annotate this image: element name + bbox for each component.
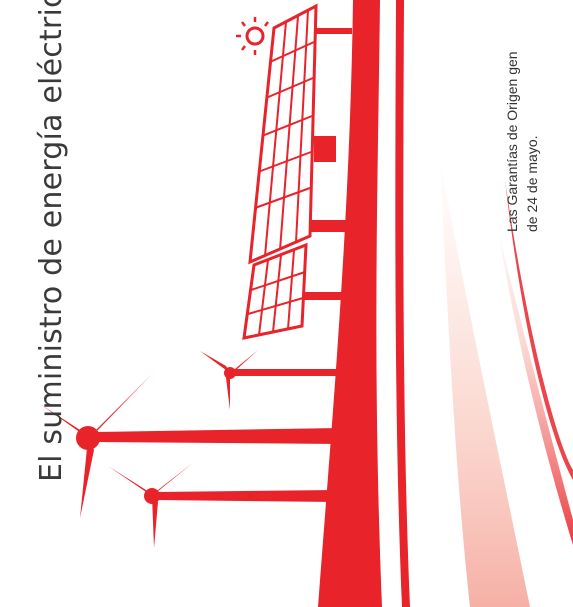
wind-turbine	[108, 462, 336, 548]
body-line-1: Las Garantías de Origen gen	[504, 51, 520, 232]
body-line-2: de 24 de mayo.	[524, 135, 540, 232]
solar-panel	[242, 3, 352, 340]
wind-turbine	[200, 350, 350, 410]
wind-turbine	[40, 374, 340, 518]
document-title: El suministro de energía eléctrica	[34, 0, 69, 482]
sun-icon	[236, 17, 269, 55]
road-curve	[318, 0, 573, 607]
